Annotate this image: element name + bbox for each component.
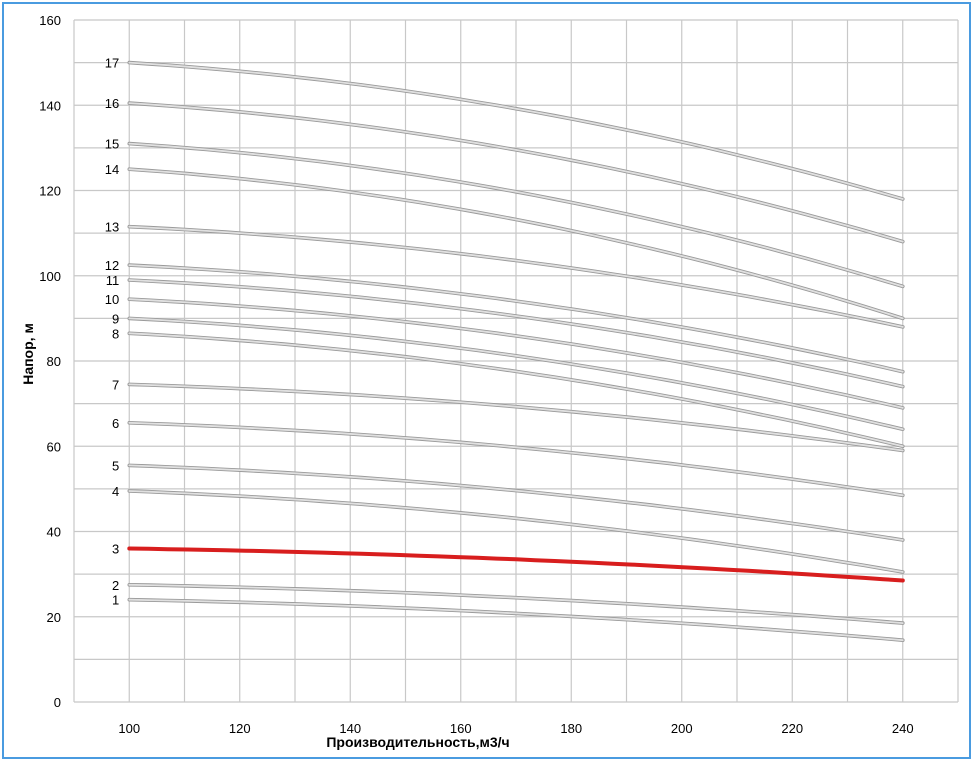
curve-label-1: 1 [112, 593, 119, 608]
chart-grid [73, 19, 959, 703]
curve-3-line [127, 546, 905, 583]
x-tick-label: 200 [671, 721, 693, 736]
curve-14-line [128, 168, 904, 320]
curve-7-line [128, 383, 904, 452]
curve-label-14: 14 [105, 162, 119, 177]
y-tick-label: 160 [39, 13, 61, 28]
curve-label-13: 13 [105, 220, 119, 235]
chart-tick-labels: 100 120 140 160 180 200 220 240 0 20 40 60 80 100 120 1… [39, 13, 913, 736]
x-tick-label: 240 [892, 721, 914, 736]
y-tick-label: 140 [39, 98, 61, 113]
y-tick-label: 80 [47, 354, 61, 369]
x-tick-label: 140 [339, 721, 361, 736]
curve-label-9: 9 [112, 311, 119, 326]
curve-11-line [128, 279, 904, 388]
y-axis-title: Напор, м [20, 323, 36, 385]
curve-16-line [128, 102, 904, 243]
curve-label-5: 5 [112, 458, 119, 473]
x-axis-title: Производительность,м3/ч [326, 734, 509, 750]
curve-label-3: 3 [112, 542, 119, 557]
curve-5-line [128, 464, 904, 541]
curve-15-line [128, 142, 904, 288]
curve-8-line [128, 332, 904, 448]
y-tick-label: 120 [39, 184, 61, 199]
x-tick-label: 220 [781, 721, 803, 736]
x-tick-label: 180 [560, 721, 582, 736]
curve-2-line [128, 583, 904, 624]
curve-label-4: 4 [112, 484, 119, 499]
curve-label-15: 15 [105, 137, 119, 152]
curve-label-17: 17 [105, 56, 119, 71]
curve-label-7: 7 [112, 377, 119, 392]
curve-10-line [128, 298, 904, 409]
x-tick-label: 160 [450, 721, 472, 736]
curve-17-line [128, 61, 904, 200]
curve-label-16: 16 [105, 96, 119, 111]
curve-12-line [128, 264, 904, 373]
curve-label-11: 11 [106, 273, 120, 288]
y-tick-label: 100 [39, 269, 61, 284]
y-tick-label: 0 [54, 695, 61, 710]
x-tick-label: 120 [229, 721, 251, 736]
y-tick-label: 60 [47, 439, 61, 454]
curve-label-12: 12 [105, 258, 119, 273]
y-tick-label: 20 [47, 610, 61, 625]
curve-13-line [128, 225, 904, 328]
curve-1-line [128, 598, 904, 642]
chart-curves [127, 60, 905, 642]
x-tick-label: 100 [118, 721, 140, 736]
curve-label-2: 2 [112, 578, 119, 593]
y-tick-label: 40 [47, 525, 61, 540]
curve-label-10: 10 [105, 292, 119, 307]
curve-4-line [128, 490, 904, 573]
curve-6-line [128, 421, 904, 497]
curve-label-8: 8 [112, 326, 119, 341]
curve-label-6: 6 [112, 416, 119, 431]
curve-9-line [128, 317, 904, 431]
